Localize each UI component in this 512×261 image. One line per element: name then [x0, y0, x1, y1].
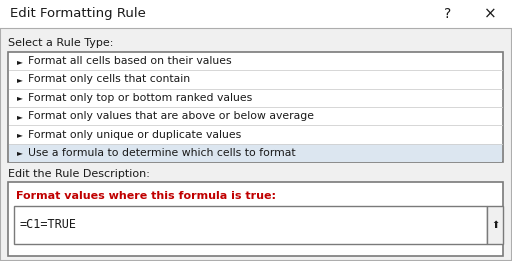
- Text: ►: ►: [17, 57, 23, 66]
- Text: Format all cells based on their values: Format all cells based on their values: [28, 56, 231, 66]
- Text: ►: ►: [17, 130, 23, 139]
- Text: ►: ►: [17, 112, 23, 121]
- Bar: [8, 52, 503, 162]
- Bar: [0, 0, 512, 28]
- Text: Format only values that are above or below average: Format only values that are above or bel…: [28, 111, 314, 121]
- Bar: [8, 182, 503, 256]
- Text: Format only unique or duplicate values: Format only unique or duplicate values: [28, 129, 241, 139]
- Bar: [9, 144, 502, 162]
- Text: Edit Formatting Rule: Edit Formatting Rule: [10, 8, 146, 21]
- Text: Use a formula to determine which cells to format: Use a formula to determine which cells t…: [28, 148, 295, 158]
- Text: Select a Rule Type:: Select a Rule Type:: [8, 38, 113, 48]
- Text: Format values where this formula is true:: Format values where this formula is true…: [16, 191, 276, 201]
- Text: ►: ►: [17, 148, 23, 157]
- Text: Edit the Rule Description:: Edit the Rule Description:: [8, 169, 150, 179]
- Text: ►: ►: [17, 93, 23, 102]
- Text: Format only top or bottom ranked values: Format only top or bottom ranked values: [28, 93, 252, 103]
- Text: ►: ►: [17, 75, 23, 84]
- Text: ×: ×: [484, 7, 496, 21]
- Bar: [487, 206, 503, 244]
- Text: ⬆: ⬆: [491, 220, 499, 230]
- Text: =C1=TRUE: =C1=TRUE: [19, 218, 76, 232]
- Text: ?: ?: [444, 7, 452, 21]
- Bar: [14, 206, 487, 244]
- Text: Format only cells that contain: Format only cells that contain: [28, 74, 190, 85]
